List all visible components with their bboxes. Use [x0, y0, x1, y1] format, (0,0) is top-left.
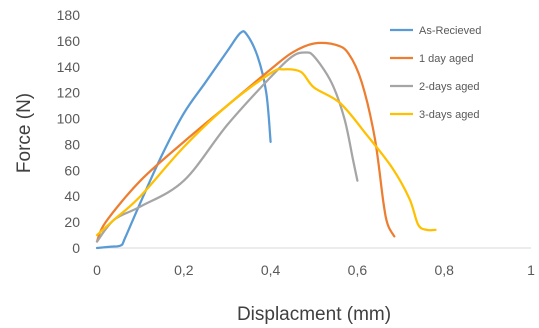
y-tick-label: 120 [57, 85, 81, 101]
y-tick-label: 160 [57, 33, 81, 49]
legend-item: 1 day aged [390, 53, 473, 65]
y-tick-label: 40 [64, 188, 80, 204]
legend-label: 1 day aged [419, 53, 473, 65]
x-axis-title: Displacment (mm) [237, 304, 391, 325]
x-tick-label: 0,4 [261, 262, 281, 278]
y-tick-label: 80 [64, 136, 80, 152]
series-line [95, 51, 359, 243]
series-lines [95, 30, 437, 250]
x-tick-label: 0,2 [174, 262, 194, 278]
series-line [95, 30, 272, 250]
x-tick-label: 1 [527, 262, 535, 278]
x-axis-tick-labels: 0 0,2 0,4 0,6 0,8 1 [93, 262, 535, 278]
legend-label: As-Recieved [419, 25, 481, 37]
x-tick-label: 0,8 [434, 262, 454, 278]
y-tick-label: 100 [57, 111, 81, 127]
y-axis-title: Force (N) [14, 93, 35, 173]
series-line [95, 67, 437, 237]
legend-label: 2-days aged [419, 81, 480, 93]
legend: As-Recieved 1 day aged 2-days aged 3-days a… [390, 25, 481, 121]
y-tick-label: 0 [72, 240, 80, 256]
x-tick-label: 0,6 [348, 262, 368, 278]
legend-item: 3-days aged [390, 109, 480, 121]
series-line [95, 41, 396, 243]
legend-item: As-Recieved [390, 25, 481, 37]
x-tick-label: 0 [93, 262, 101, 278]
legend-item: 2-days aged [390, 81, 480, 93]
legend-label: 3-days aged [419, 109, 480, 121]
y-tick-label: 60 [64, 162, 80, 178]
y-tick-label: 140 [57, 59, 81, 75]
y-tick-label: 180 [57, 7, 81, 23]
y-axis-tick-labels: 0 20 40 60 80 100 120 140 160 180 [57, 7, 81, 256]
y-tick-label: 20 [64, 214, 80, 230]
